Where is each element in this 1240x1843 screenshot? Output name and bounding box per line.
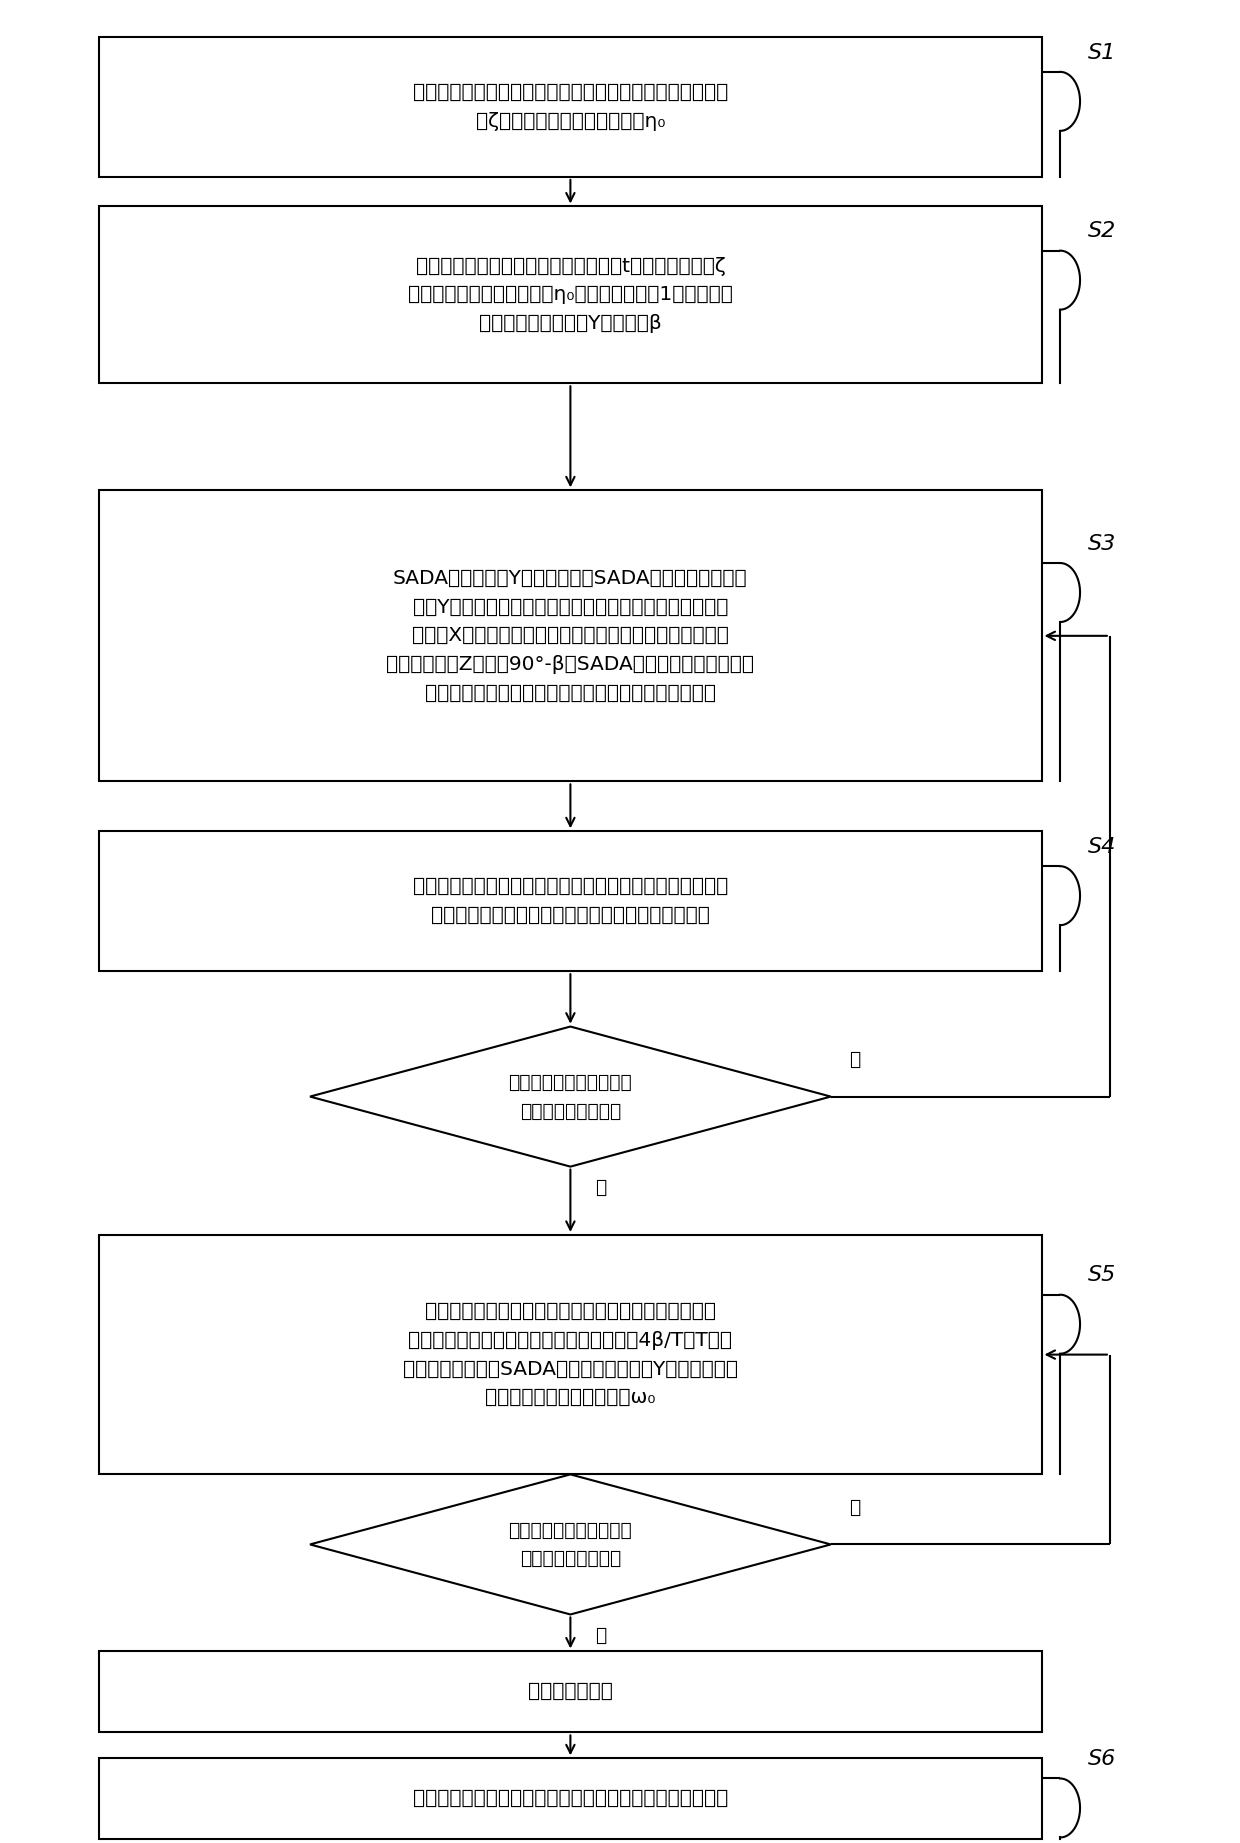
Bar	[99, 37, 1042, 177]
Text: 否: 否	[849, 1051, 861, 1069]
Text: 根据初始时刻计算出距离春分点的时间t，并将轨道倾角ζ
和初始时刻轨道升交点赤经η₀代入计算公式（1）中得出太
阳矢量与轨道坐标系Y轴的夹角β: 根据初始时刻计算出距离春分点的时间t，并将轨道倾角ζ 和初始时刻轨道升交点赤经η…	[408, 256, 733, 334]
Text: 测出当地时间即为初始时刻，和卫星轨道参数，包括轨道倾
角ζ和初始时刻轨道升交点赤经η₀: 测出当地时间即为初始时刻，和卫星轨道参数，包括轨道倾 角ζ和初始时刻轨道升交点赤…	[413, 83, 728, 131]
Text: SADA安装在卫星Y面上，即：使SADA的转动轴与轨道坐
标系Y轴平行，零位设置为太阳帆板电池阵的法向指向卫星
坐标系X轴，安装于卫星上的偏航机构控制卫星绕其偏: SADA安装在卫星Y面上，即：使SADA的转动轴与轨道坐 标系Y轴平行，零位设置…	[387, 569, 754, 702]
Bar	[99, 490, 1042, 781]
Text: 是: 是	[595, 1626, 606, 1644]
Text: S2: S2	[1087, 221, 1116, 241]
Text: S4: S4	[1087, 837, 1116, 857]
Polygon shape	[310, 1474, 831, 1614]
Text: S1: S1	[1087, 42, 1116, 63]
Text: 以反向控制该变化的方式调整太阳帆板至初始太阳帆板姿态: 以反向控制该变化的方式调整太阳帆板至初始太阳帆板姿态	[413, 1790, 728, 1808]
Text: 是: 是	[595, 1178, 606, 1196]
Bar	[99, 206, 1042, 383]
Text: 当卫星到达其进入日照区
起点的时刻的位置时: 当卫星到达其进入日照区 起点的时刻的位置时	[508, 1073, 632, 1121]
Text: S5: S5	[1087, 1266, 1116, 1286]
Text: 否: 否	[849, 1498, 861, 1517]
Bar	[99, 1235, 1042, 1474]
Text: S6: S6	[1087, 1749, 1116, 1769]
Text: 控制卫星从初始太阳帆板姿态发生变化，该变化为控制
卫星绕其偏航轴匀速转动，其转动角速度为4β/T，T为轨
道周期，同时驱动SADA绕卫星轨道坐标系Y轴匀速转动，: 控制卫星从初始太阳帆板姿态发生变化，该变化为控制 卫星绕其偏航轴匀速转动，其转动…	[403, 1301, 738, 1408]
Bar	[99, 1758, 1042, 1839]
Text: 当卫星到达其退出日照区
止点的时刻的位置时: 当卫星到达其退出日照区 止点的时刻的位置时	[508, 1520, 632, 1568]
Text: 停止该变化动作: 停止该变化动作	[528, 1683, 613, 1701]
Polygon shape	[310, 1027, 831, 1167]
Bar	[99, 1651, 1042, 1732]
Text: 通过卫星轨道参数和初始时刻确定卫星进入日照区起点的时
刻及其位置，和卫星退出日照区止点的时刻及其位置: 通过卫星轨道参数和初始时刻确定卫星进入日照区起点的时 刻及其位置，和卫星退出日照…	[413, 877, 728, 925]
Text: S3: S3	[1087, 534, 1116, 553]
Bar	[99, 831, 1042, 971]
